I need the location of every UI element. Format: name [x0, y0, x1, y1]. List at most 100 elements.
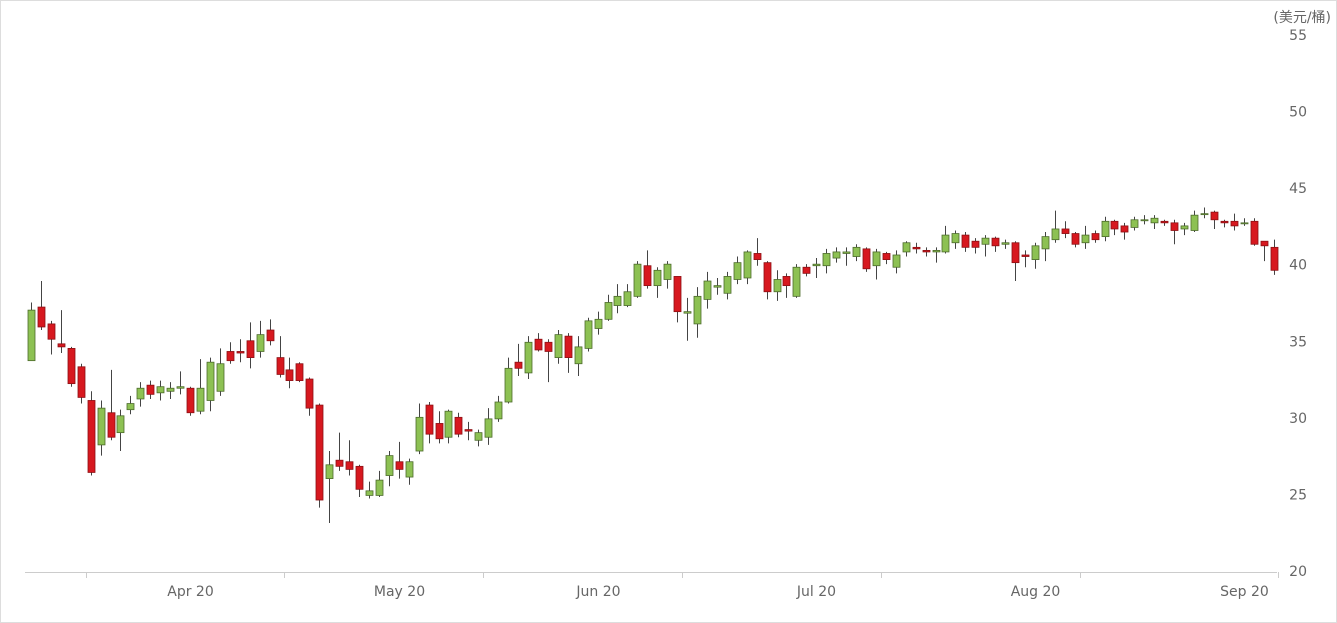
candle-body: [1260, 240, 1269, 247]
candle-body: [27, 309, 36, 362]
candle-body: [246, 340, 255, 358]
candle-body: [266, 329, 275, 342]
candle-body: [971, 240, 980, 248]
candle-body: [1041, 236, 1050, 250]
candle-body: [683, 311, 692, 314]
candle-body: [186, 387, 195, 414]
candle-body: [1210, 211, 1219, 221]
candle-body: [902, 242, 911, 253]
candle-body: [1270, 246, 1279, 271]
candle-body: [1240, 222, 1249, 225]
candle-body: [385, 455, 394, 476]
x-tick-label: Sep 20: [1220, 584, 1269, 600]
x-tick-label: Jun 20: [575, 584, 620, 600]
y-tick-label: 20: [1289, 564, 1307, 580]
y-tick-label: 30: [1289, 411, 1307, 427]
y-tick-label: 35: [1289, 334, 1307, 350]
candle-body: [77, 366, 86, 398]
candle-body: [276, 357, 285, 375]
candle-body: [1051, 228, 1060, 241]
candle-body: [1230, 220, 1239, 227]
candle-body: [554, 334, 563, 358]
candle-body: [474, 432, 483, 441]
candle-body: [216, 363, 225, 392]
candle-body: [1160, 220, 1169, 224]
candle-body: [1071, 233, 1080, 245]
candle-body: [802, 266, 811, 274]
candle-body: [1021, 254, 1030, 257]
candle-body: [1130, 219, 1139, 228]
candle-body: [1250, 220, 1259, 245]
candle-body: [87, 400, 96, 473]
candle-body: [1031, 245, 1040, 260]
candle-body: [941, 234, 950, 253]
candle-body: [932, 249, 941, 253]
candle-body: [623, 291, 632, 306]
candle-body: [97, 407, 106, 446]
candle-body: [1081, 234, 1090, 244]
candle-body: [464, 429, 473, 432]
candle-body: [882, 253, 891, 260]
candle-body: [663, 263, 672, 280]
candle-body: [961, 234, 970, 248]
candle-body: [604, 302, 613, 320]
candle-body: [405, 461, 414, 478]
y-tick-label: 25: [1289, 487, 1307, 503]
y-tick-label: 55: [1289, 28, 1307, 44]
candle-body: [852, 246, 861, 257]
candle-body: [594, 318, 603, 329]
candle-body: [176, 386, 185, 389]
candle-body: [703, 280, 712, 300]
candle-body: [1061, 228, 1070, 234]
candle-body: [355, 465, 364, 490]
x-tick-label: Apr 20: [167, 584, 213, 600]
candle-body: [1140, 219, 1149, 222]
candle-body: [792, 266, 801, 297]
candle-body: [544, 341, 553, 352]
candle-body: [166, 387, 175, 392]
candle-body: [335, 459, 344, 467]
candle-body: [47, 323, 56, 340]
candle-body: [763, 262, 772, 293]
candle-body: [425, 404, 434, 435]
candle-body: [1220, 220, 1229, 224]
candle-body: [584, 320, 593, 349]
y-axis-label: (美元/桶): [1273, 10, 1331, 26]
candle-body: [534, 338, 543, 351]
candle-body: [822, 253, 831, 267]
candle-body: [733, 262, 742, 280]
candle-body: [1101, 220, 1110, 238]
candle-body: [444, 410, 453, 438]
candle-body: [564, 335, 573, 359]
candle-body: [1150, 217, 1159, 224]
candle-body: [395, 461, 404, 470]
candle-body: [454, 416, 463, 435]
candle-body: [305, 378, 314, 409]
candle-body: [782, 276, 791, 287]
x-tick-label: May 20: [374, 584, 425, 600]
candle-body: [435, 423, 444, 440]
candle-body: [1001, 242, 1010, 245]
candle-body: [1170, 222, 1179, 231]
y-tick-label: 45: [1289, 181, 1307, 197]
candle-body: [613, 295, 622, 306]
candle-body: [991, 237, 1000, 247]
candle-body: [156, 386, 165, 394]
y-tick-label: 40: [1289, 258, 1307, 274]
candle-body: [196, 387, 205, 412]
candle-body: [693, 295, 702, 325]
x-tick-label: Aug 20: [1011, 584, 1061, 600]
candle-body: [1200, 213, 1209, 216]
candle-body: [365, 490, 374, 496]
candle-body: [912, 246, 921, 250]
candle-body: [653, 269, 662, 287]
candle-body: [524, 341, 533, 374]
candle-body: [1190, 214, 1199, 231]
candle-body: [1091, 233, 1100, 241]
candle-body: [673, 276, 682, 313]
candle-body: [892, 254, 901, 268]
candle-body: [832, 251, 841, 259]
candle-body: [922, 249, 931, 253]
